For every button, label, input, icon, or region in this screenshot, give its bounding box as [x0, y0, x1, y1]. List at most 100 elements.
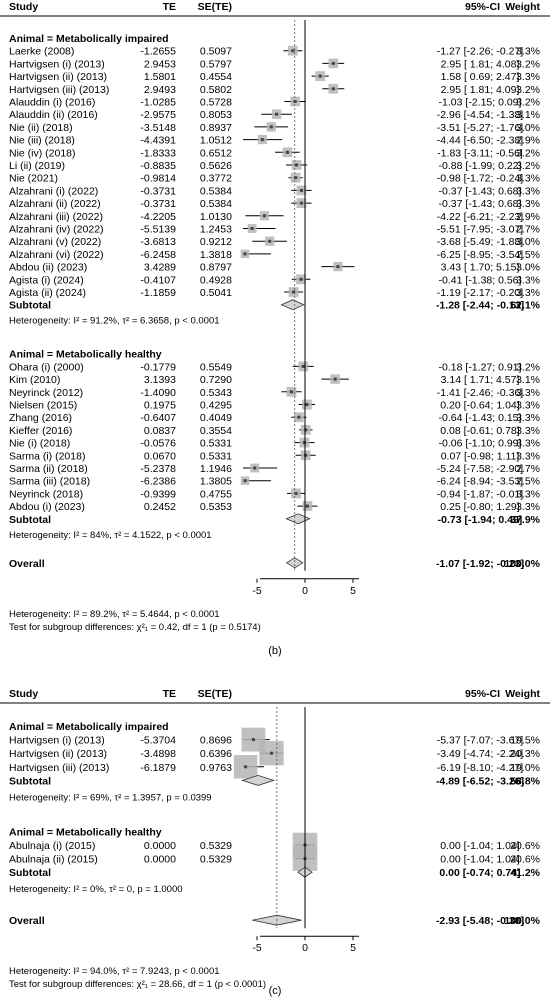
study-te: 3.1393	[144, 374, 176, 386]
study-te: -6.2458	[140, 249, 176, 261]
overall-ci: -1.07 [-1.92; -0.23]	[436, 558, 524, 570]
study-point-estimate	[243, 479, 247, 483]
study-te: -0.3731	[140, 198, 176, 210]
study-te: 0.0000	[144, 840, 176, 852]
x-axis-tick-label: 5	[350, 942, 356, 954]
study-te: -1.1859	[140, 287, 176, 299]
subgroup-heterogeneity: Heterogeneity: I² = 69%, τ² = 1.3957, p …	[9, 792, 212, 803]
study-point-estimate	[243, 252, 247, 256]
study-weight: 3.0%	[516, 122, 540, 134]
study-te: 1.5801	[144, 71, 176, 83]
study-name: Kieffer (2016)	[9, 425, 72, 437]
panel-caption: (b)	[268, 645, 281, 657]
study-point-estimate	[295, 163, 299, 167]
study-ci: 0.07 [-0.98; 1.11]	[441, 450, 520, 462]
study-point-estimate	[301, 364, 305, 368]
study-se: 0.3772	[200, 173, 232, 185]
study-ci: -0.98 [-1.72; -0.24]	[437, 173, 523, 185]
study-te: 0.0837	[144, 425, 176, 437]
study-name: Alzahrani (ii) (2022)	[9, 198, 101, 210]
study-name: Ohara (i) (2000)	[9, 361, 84, 373]
study-point-estimate	[331, 61, 335, 65]
study-weight: 3.3%	[516, 412, 540, 424]
study-se: 0.5549	[200, 361, 232, 373]
study-ci: -1.41 [-2.46; -0.36]	[437, 387, 523, 399]
subtotal-ci: -4.89 [-6.52; -3.26]	[436, 775, 524, 787]
subtotal-diamond	[285, 513, 311, 525]
overall-label: Overall	[9, 915, 45, 927]
study-name: Abulnaja (ii) (2015)	[9, 854, 98, 866]
subtotal-label: Subtotal	[9, 775, 51, 787]
study-point-estimate	[294, 176, 298, 180]
study-te: -0.8835	[140, 160, 176, 172]
column-header-se: SE(TE)	[198, 1, 232, 13]
study-point-estimate	[302, 441, 306, 445]
study-se: 0.5384	[200, 198, 232, 210]
study-se: 0.5626	[200, 160, 232, 172]
study-se: 0.9212	[200, 236, 232, 248]
study-se: 0.5797	[200, 58, 232, 70]
study-name: Alzahrani (vi) (2022)	[9, 249, 104, 261]
subtotal-label: Subtotal	[9, 867, 51, 879]
study-se: 0.5384	[200, 185, 232, 197]
subtotal-label: Subtotal	[9, 514, 51, 526]
study-se: 1.3818	[200, 249, 232, 261]
overall-weight: 100.0%	[504, 915, 540, 927]
study-te: 0.0000	[144, 854, 176, 866]
study-se: 1.0512	[200, 135, 232, 147]
study-weight: 3.0%	[516, 236, 540, 248]
study-point-estimate	[250, 227, 254, 230]
study-ci: -3.68 [-5.49; -1.88]	[437, 236, 523, 248]
study-te: 0.2452	[144, 501, 176, 513]
study-point-estimate	[268, 239, 272, 243]
study-name: Nie (iii) (2018)	[9, 135, 75, 147]
study-ci: 0.00 [-1.04; 1.04]	[440, 854, 519, 866]
study-te: -6.1879	[140, 762, 176, 774]
study-se: 0.5728	[200, 97, 232, 109]
study-weight: 3.2%	[516, 160, 540, 172]
study-te: -4.4391	[140, 135, 176, 147]
study-te: -5.5139	[140, 224, 176, 236]
study-te: -0.4107	[140, 274, 176, 286]
study-point-estimate	[331, 87, 335, 91]
study-weight: 20.3%	[510, 748, 540, 760]
study-name: Laerke (2008)	[9, 46, 74, 58]
study-te: -3.4898	[140, 748, 176, 760]
study-name: Nie (ii) (2018)	[9, 122, 73, 134]
study-ci: 3.14 [ 1.71; 4.57]	[441, 374, 520, 386]
study-name: Sarma (ii) (2018)	[9, 463, 88, 475]
study-point-estimate	[253, 466, 257, 470]
study-name: Agista (ii) (2024)	[9, 287, 86, 299]
study-te: -6.2386	[140, 476, 176, 488]
study-weight: 19.0%	[510, 762, 540, 774]
study-weight: 3.3%	[516, 387, 540, 399]
study-se: 0.5097	[200, 46, 232, 58]
study-se: 0.5353	[200, 501, 232, 513]
study-weight: 3.3%	[516, 438, 540, 450]
study-se: 0.5329	[200, 854, 232, 866]
study-se: 0.4295	[200, 400, 232, 412]
overall-diamond	[285, 557, 304, 569]
study-weight: 3.3%	[516, 287, 540, 299]
study-se: 0.8053	[200, 109, 232, 121]
study-weight: 3.3%	[516, 425, 540, 437]
study-point-estimate	[269, 125, 273, 129]
study-point-estimate	[269, 751, 273, 755]
study-point-estimate	[299, 201, 303, 205]
study-name: Hartvigsen (ii) (2013)	[9, 71, 107, 83]
study-point-estimate	[244, 765, 248, 769]
study-name: Abdou (i) (2023)	[9, 501, 85, 513]
study-se: 0.4928	[200, 274, 232, 286]
study-se: 0.5331	[200, 450, 232, 462]
study-weight: 3.3%	[516, 185, 540, 197]
study-point-estimate	[292, 290, 296, 294]
column-header-weight: Weight	[505, 688, 540, 700]
x-axis-tick-label: -5	[252, 942, 261, 954]
study-ci: -3.51 [-5.27; -1.76]	[437, 122, 523, 134]
study-ci: -0.64 [-1.43; 0.15]	[439, 412, 522, 424]
study-se: 0.5802	[200, 84, 232, 96]
study-ci: -1.19 [-2.17; -0.20]	[437, 287, 523, 299]
study-se: 1.3805	[200, 476, 232, 488]
study-name: Hartvigsen (i) (2013)	[9, 58, 105, 70]
study-te: -3.5148	[140, 122, 176, 134]
